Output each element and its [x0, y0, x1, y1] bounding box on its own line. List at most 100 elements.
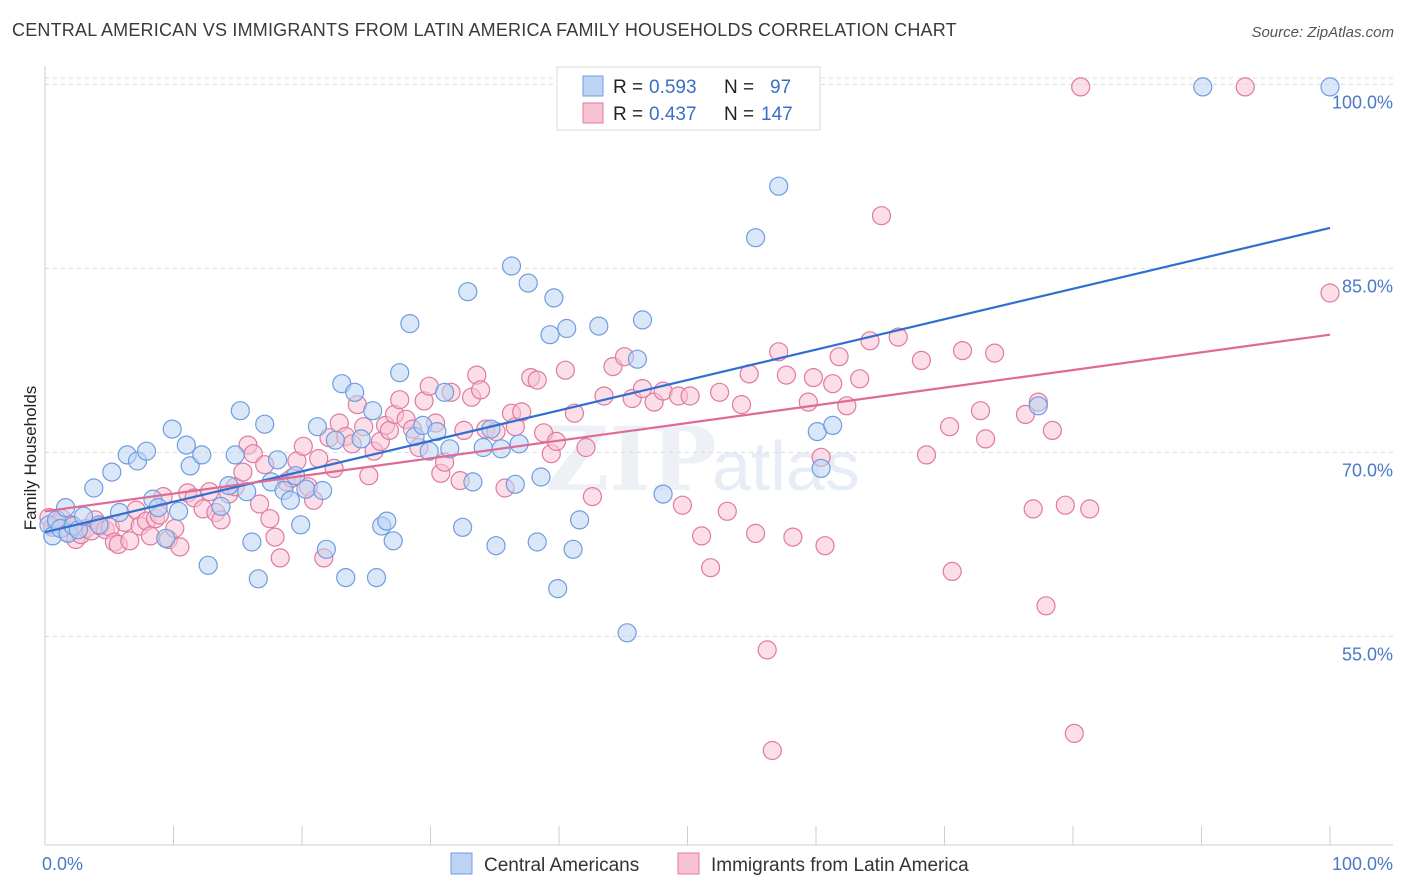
immigrant-latin-america-point [731, 395, 752, 415]
y-tick-label: 55.0% [1342, 644, 1393, 664]
legend-n-value-2: 147 [761, 104, 793, 125]
x-tick-label-left: 0.0% [42, 854, 83, 874]
bottom-legend-swatch-immigrants [677, 852, 700, 875]
immigrant-latin-america-point [762, 740, 782, 761]
central-american-point [156, 528, 176, 548]
y-tick-label: 85.0% [1342, 276, 1393, 296]
immigrant-latin-america-point [260, 509, 280, 529]
central-american-point [435, 382, 455, 402]
central-american-point [1028, 396, 1048, 416]
immigrant-latin-america-point [265, 527, 285, 547]
immigrant-latin-america-point [527, 370, 547, 390]
immigrant-latin-america-point [233, 462, 253, 482]
immigrant-latin-america-point [803, 368, 824, 388]
immigrant-latin-america-point [250, 494, 270, 514]
legend-r-value-2: 0.437 [649, 104, 697, 125]
central-american-point [102, 462, 122, 482]
central-american-point [136, 441, 157, 461]
central-american-point [518, 273, 538, 293]
immigrant-latin-america-point [512, 402, 532, 422]
watermark-atlas: atlas [712, 427, 860, 505]
immigrant-latin-america-point [888, 327, 908, 347]
central-american-point [400, 314, 420, 334]
central-american-point [569, 510, 590, 530]
central-american-point [198, 555, 218, 575]
immigrant-latin-america-point [871, 206, 892, 226]
central-american-point [248, 569, 268, 589]
immigrant-latin-america-point [823, 374, 843, 394]
central-american-point [453, 517, 473, 537]
central-american-point [268, 450, 288, 470]
central-american-point [291, 515, 311, 535]
immigrant-latin-america-point [390, 390, 410, 410]
central-american-point [296, 479, 316, 499]
central-american-point [501, 256, 522, 276]
central-american-point [486, 536, 506, 556]
immigrant-latin-america-point [270, 548, 290, 568]
immigrant-latin-america-point [120, 531, 140, 551]
legend-n-value-1: 97 [770, 77, 791, 98]
legend-n-label-2: N = [724, 104, 754, 125]
central-american-point [505, 474, 525, 494]
immigrant-latin-america-point [850, 369, 870, 389]
immigrant-latin-america-point [798, 392, 818, 412]
central-american-point [563, 539, 583, 559]
immigrant-latin-america-point [829, 347, 849, 367]
central-american-point [1193, 77, 1213, 97]
immigrant-latin-america-point [555, 360, 576, 380]
central-american-point [527, 532, 547, 552]
immigrant-latin-america-point [1080, 499, 1100, 519]
central-american-point [769, 176, 789, 196]
central-american-point [225, 445, 245, 465]
immigrant-latin-america-point [975, 429, 996, 449]
central-american-point [458, 282, 478, 302]
immigrant-latin-america-point [1235, 77, 1255, 97]
central-american-point [84, 478, 104, 498]
bottom-legend-swatch-central-americans [450, 852, 473, 875]
immigrant-latin-america-point [1055, 495, 1075, 515]
immigrant-latin-america-point [776, 365, 797, 385]
central-american-point [325, 430, 345, 450]
immigrant-latin-america-point [582, 487, 603, 507]
immigrant-latin-america-point [984, 343, 1005, 363]
immigrant-latin-america-point [911, 350, 932, 370]
central-american-point [192, 445, 212, 465]
central-american-point [823, 415, 843, 435]
immigrant-latin-america-point [680, 386, 700, 406]
immigrant-latin-america-point [709, 382, 730, 402]
central-american-point [363, 401, 383, 421]
central-american-point [548, 578, 568, 599]
central-american-point [351, 429, 371, 449]
y-tick-label: 100.0% [1332, 92, 1393, 112]
central-american-point [627, 349, 648, 369]
series-legend: Central Americans Immigrants from Latin … [450, 852, 969, 876]
central-american-point [811, 458, 831, 478]
central-american-point [617, 623, 637, 643]
immigrant-latin-america-point [672, 495, 693, 515]
central-american-point [1320, 77, 1340, 97]
immigrant-latin-america-point [379, 420, 399, 440]
immigrant-latin-america-point [170, 537, 190, 557]
central-american-point [540, 325, 560, 345]
legend-r-label-1: R = [613, 77, 643, 98]
immigrant-latin-america-point [783, 527, 803, 547]
legend-swatch-central-americans [582, 75, 604, 97]
stats-legend: R = 0.593 N = 97 R = 0.437 N = 147 [556, 66, 821, 131]
immigrant-latin-america-point [471, 380, 491, 400]
immigrant-latin-america-point [1320, 283, 1340, 303]
immigrant-latin-america-point [1036, 596, 1056, 616]
immigrant-latin-america-point [1071, 77, 1091, 97]
central-american-point [531, 467, 551, 487]
immigrant-latin-america-point [916, 445, 937, 465]
immigrant-latin-america-point [939, 417, 960, 437]
central-american-point [557, 318, 577, 339]
central-american-point [345, 382, 365, 402]
immigrant-latin-america-point [359, 466, 379, 486]
y-tick-label: 70.0% [1342, 460, 1393, 480]
central-american-point [255, 414, 275, 434]
immigrant-latin-america-point [1023, 499, 1043, 519]
legend-r-label-2: R = [613, 104, 643, 125]
central-american-point [377, 511, 397, 531]
central-american-point [73, 506, 94, 526]
